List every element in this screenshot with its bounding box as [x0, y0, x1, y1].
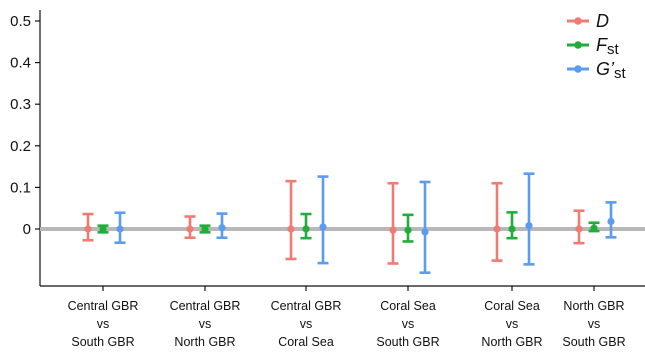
- x-category-label: Central GBR vs Coral Sea: [271, 299, 342, 349]
- data-point: [218, 224, 226, 232]
- axes: 0 0.1 0.2 0.3 0.4 0.5 Central GBR vs South GBR Ce…: [10, 10, 645, 349]
- legend-item: D: [567, 11, 609, 31]
- series-3: [114, 172, 617, 274]
- data-point: [607, 217, 615, 226]
- data-point: [319, 223, 327, 231]
- data-point: [421, 228, 429, 236]
- x-category-label: Coral Sea vs South GBR: [376, 299, 439, 349]
- data-point: [575, 225, 583, 233]
- legend-swatch-point: [574, 41, 582, 49]
- x-category-label: Central GBR vs North GBR: [170, 299, 241, 349]
- y-tick-label: 0.5: [10, 13, 31, 30]
- data-point: [590, 224, 598, 232]
- data-point: [302, 225, 310, 233]
- y-tick-label: 0: [23, 221, 31, 238]
- data-point: [186, 225, 194, 233]
- data-point: [116, 225, 124, 233]
- legend-label: G’st: [596, 59, 627, 82]
- x-category-label: North GBR vs South GBR: [562, 299, 625, 349]
- x-category-label: Central GBR vs South GBR: [68, 299, 139, 349]
- y-tick-label: 0.2: [10, 138, 31, 155]
- data-point: [201, 225, 209, 233]
- legend-label: Fst: [596, 35, 620, 58]
- legend-item: G’st: [567, 59, 627, 82]
- data-point: [287, 225, 295, 233]
- y-tick-label: 0.1: [10, 179, 31, 196]
- legend-swatch-point: [574, 17, 582, 25]
- series-1: [82, 179, 585, 265]
- legend-label: D: [596, 11, 609, 31]
- series-group: [82, 172, 617, 274]
- data-point: [493, 225, 501, 233]
- data-point: [99, 225, 107, 233]
- y-tick-label: 0.3: [10, 96, 31, 113]
- data-point: [84, 225, 92, 233]
- data-point: [508, 225, 516, 233]
- x-category-label: Coral Sea vs North GBR: [481, 299, 542, 349]
- legend-item: Fst: [567, 35, 620, 58]
- legend-swatch-point: [574, 65, 582, 73]
- data-point: [389, 226, 397, 234]
- y-tick-label: 0.4: [10, 55, 31, 72]
- series-2: [97, 211, 600, 243]
- data-point: [404, 226, 412, 234]
- data-point: [525, 222, 533, 230]
